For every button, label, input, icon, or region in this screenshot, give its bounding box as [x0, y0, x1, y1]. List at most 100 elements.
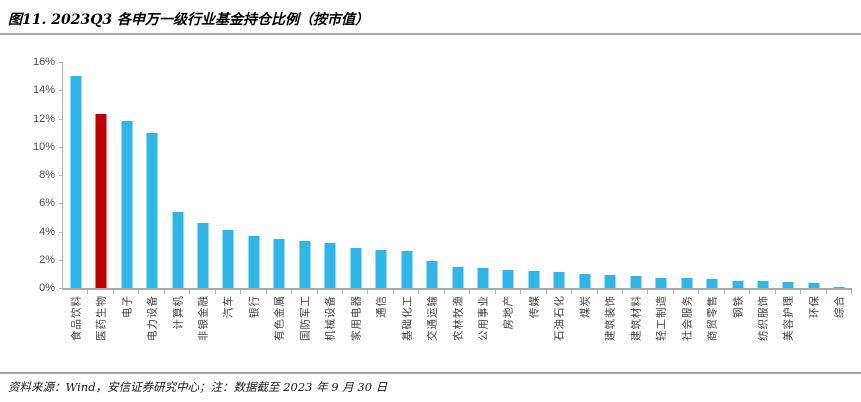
bar: [70, 76, 82, 288]
x-axis-label: 房地产: [502, 295, 515, 330]
bar: [604, 275, 616, 288]
bar: [273, 238, 285, 288]
x-axis-label: 计算机: [172, 295, 185, 330]
bar: [528, 271, 540, 288]
x-axis-label: 石油石化: [553, 295, 566, 341]
x-axis-tick: [214, 290, 216, 294]
bar: [197, 223, 209, 288]
x-axis-tick: [341, 290, 343, 294]
bar-slot: 电力设备: [139, 62, 165, 341]
x-axis-label: 医药生物: [95, 295, 108, 341]
y-axis-tick: [59, 175, 63, 176]
bar: [630, 276, 642, 288]
y-axis-tick: [59, 146, 63, 148]
x-axis-tick: [596, 290, 598, 294]
y-axis-tick: [59, 62, 63, 63]
x-axis-tick: [189, 290, 191, 294]
y-axis-tick: [59, 288, 63, 289]
bar: [757, 280, 769, 288]
bar: [553, 272, 565, 288]
y-axis-label: 16%: [32, 56, 55, 68]
y-axis-label: 6%: [39, 197, 55, 210]
y-axis-label: 0%: [39, 282, 55, 294]
bar-slot: 非银金融: [190, 62, 216, 341]
bar: [299, 241, 311, 288]
x-axis-tick: [138, 290, 140, 294]
x-axis-label: 电子: [121, 295, 134, 318]
bar-slot: 有色金属: [267, 62, 293, 341]
bar-slot: 交通运输: [419, 62, 445, 341]
x-axis-label: 公用事业: [477, 295, 490, 341]
bar: [375, 249, 387, 288]
bar: [808, 283, 820, 288]
y-axis-label: 8%: [39, 169, 55, 181]
x-axis-label: 基础化工: [401, 295, 414, 341]
bar-slot: 石油石化: [547, 62, 573, 341]
x-axis-label: 煤炭: [579, 295, 592, 318]
x-axis-label: 综合: [833, 295, 846, 318]
x-axis-label: 农林牧渔: [452, 295, 465, 341]
bar: [833, 287, 845, 288]
x-axis-tick: [698, 290, 700, 294]
x-axis-label: 传媒: [528, 295, 541, 318]
x-axis-label: 建筑装饰: [604, 295, 617, 341]
bar: [732, 280, 743, 288]
x-axis-tick: [825, 290, 827, 294]
x-axis-tick: [774, 290, 776, 294]
bar-slot: 基础化工: [394, 62, 420, 341]
x-axis-tick: [851, 290, 853, 294]
source-note: 资料来源：Wind，安信证券研究中心；注：数据截至 2023 年 9 月 30 …: [8, 380, 388, 394]
x-axis-label: 有色金属: [273, 295, 286, 341]
bar-slot: 家用电器: [343, 62, 369, 341]
y-axis-tick: [59, 118, 63, 120]
bar-slot: 食品饮料: [63, 62, 89, 341]
bar-highlighted: [95, 114, 107, 288]
bar: [401, 251, 413, 288]
x-axis-tick: [749, 290, 751, 294]
x-axis-tick: [291, 290, 293, 294]
bar: [248, 235, 260, 288]
x-axis-tick: [265, 290, 267, 294]
bar-slot: 通信: [368, 62, 394, 318]
bar-slot: 美容护理: [776, 62, 802, 341]
x-axis-label: 交通运输: [426, 295, 439, 341]
x-axis-tick: [621, 290, 623, 294]
x-axis-label: 机械设备: [324, 295, 337, 341]
x-axis-label: 电力设备: [146, 295, 159, 341]
x-axis-label: 纺织服饰: [757, 295, 770, 341]
bar: [146, 132, 158, 288]
x-axis-label: 家用电器: [350, 295, 363, 341]
bar: [324, 242, 336, 288]
bar-slot: 钢铁: [725, 62, 751, 318]
x-axis-tick: [112, 290, 114, 294]
bar-slot: 社会服务: [674, 62, 700, 341]
bar-slot: 环保: [801, 62, 827, 318]
x-axis-label: 国防军工: [299, 295, 312, 341]
figure-header: 图11. 2023Q3 各申万一级行业基金持仓比例（按市值）: [0, 0, 861, 35]
x-axis-tick: [545, 290, 547, 294]
y-axis-label: 12%: [32, 112, 55, 125]
y-axis-tick: [59, 231, 63, 233]
bar-slot: 机械设备: [318, 62, 343, 341]
bar-slot: 农林牧渔: [445, 62, 471, 341]
x-axis-tick: [571, 290, 573, 294]
x-axis-label: 环保: [808, 295, 821, 318]
bar-slot: 汽车: [216, 62, 242, 318]
bar-slot: 房地产: [496, 62, 522, 330]
y-axis-label: 4%: [39, 225, 55, 238]
bar-slot: 纺织服饰: [750, 62, 776, 341]
x-axis-tick: [647, 290, 649, 294]
figure-footer: 资料来源：Wind，安信证券研究中心；注：数据截至 2023 年 9 月 30 …: [0, 372, 861, 395]
bar: [452, 266, 464, 288]
bar: [502, 269, 514, 288]
bar: [121, 121, 133, 288]
bar-slot: 轻工制造: [648, 62, 674, 341]
y-axis-label: 2%: [39, 253, 55, 266]
y-axis-tick: [59, 90, 63, 92]
bar: [477, 268, 489, 288]
bar-slot: 煤炭: [572, 62, 598, 318]
bar-slot: 综合: [827, 62, 853, 318]
x-axis-tick: [418, 290, 420, 294]
x-axis-tick: [367, 290, 369, 294]
